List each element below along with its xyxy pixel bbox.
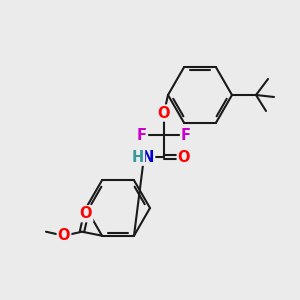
- Text: N: N: [142, 149, 154, 164]
- Text: H: H: [132, 149, 144, 164]
- Text: O: O: [178, 149, 190, 164]
- Text: O: O: [158, 106, 170, 121]
- Text: F: F: [137, 128, 147, 142]
- Text: O: O: [58, 228, 70, 243]
- Text: F: F: [181, 128, 191, 142]
- Text: O: O: [80, 206, 92, 221]
